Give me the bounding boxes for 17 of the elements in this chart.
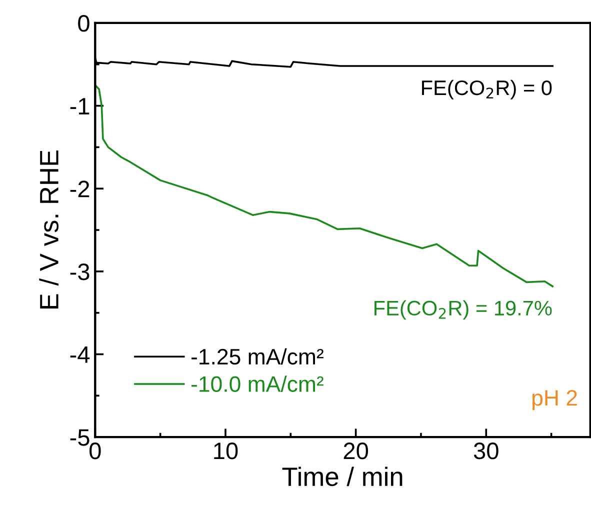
x-tick-label: 0 <box>90 442 101 460</box>
x-axis-title: Time / min <box>282 466 402 486</box>
annotation: FE(CO$_{2}$R) = 19.7% <box>374 300 552 320</box>
x-tick-label: 10 <box>214 442 238 460</box>
y-axis-title: E / V vs. RHE <box>39 150 59 308</box>
x-tick-label: 30 <box>474 442 498 460</box>
y-tick-label: -3 <box>70 263 90 280</box>
y-tick-label: -2 <box>70 180 90 198</box>
annotation: FE(CO$_{2}$R) = 0 <box>422 80 552 100</box>
legend-label: -10.0 mA/cm² <box>192 376 324 392</box>
annotation: pH 2 <box>532 390 577 410</box>
y-tick-label: -4 <box>70 346 90 363</box>
legend-label: -1.25 mA/cm² <box>192 348 324 365</box>
y-tick-label: 0 <box>78 15 90 32</box>
x-tick-label: 20 <box>344 442 368 460</box>
y-tick-label: -5 <box>70 429 90 446</box>
y-tick-label: -1 <box>70 98 90 114</box>
